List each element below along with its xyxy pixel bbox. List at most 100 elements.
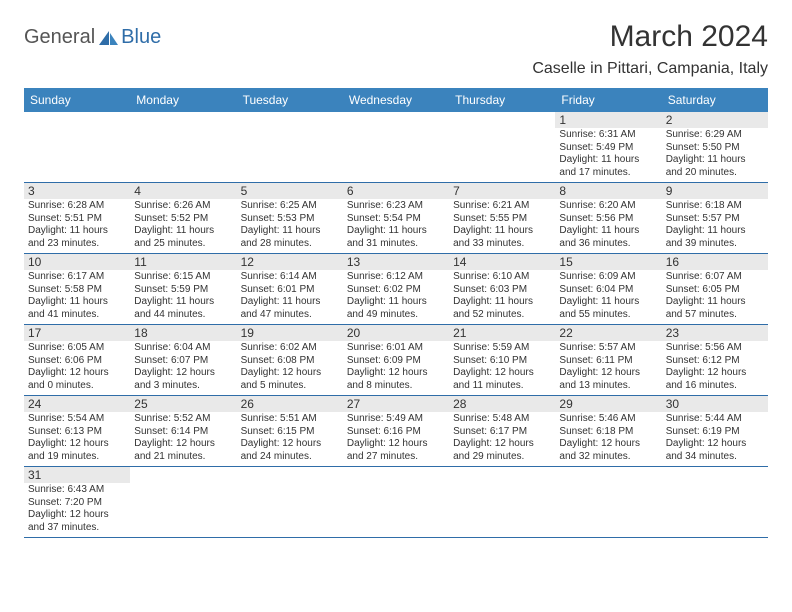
calendar-cell-empty	[662, 467, 768, 538]
calendar-week: 1Sunrise: 6:31 AMSunset: 5:49 PMDaylight…	[24, 112, 768, 183]
calendar-cell: 13Sunrise: 6:12 AMSunset: 6:02 PMDayligh…	[343, 254, 449, 325]
calendar-cell-empty	[343, 467, 449, 538]
day-number: 10	[24, 254, 130, 270]
day-details: Sunrise: 5:54 AMSunset: 6:13 PMDaylight:…	[28, 413, 126, 463]
calendar-cell: 11Sunrise: 6:15 AMSunset: 5:59 PMDayligh…	[130, 254, 236, 325]
day-number	[662, 467, 768, 483]
day-number: 7	[449, 183, 555, 199]
calendar-week: 31Sunrise: 6:43 AMSunset: 7:20 PMDayligh…	[24, 467, 768, 538]
calendar-cell: 15Sunrise: 6:09 AMSunset: 6:04 PMDayligh…	[555, 254, 661, 325]
calendar-cell: 16Sunrise: 6:07 AMSunset: 6:05 PMDayligh…	[662, 254, 768, 325]
calendar-week: 17Sunrise: 6:05 AMSunset: 6:06 PMDayligh…	[24, 325, 768, 396]
day-number: 24	[24, 396, 130, 412]
day-details: Sunrise: 6:18 AMSunset: 5:57 PMDaylight:…	[666, 200, 764, 250]
day-details: Sunrise: 6:31 AMSunset: 5:49 PMDaylight:…	[559, 129, 657, 179]
calendar-cell: 20Sunrise: 6:01 AMSunset: 6:09 PMDayligh…	[343, 325, 449, 396]
calendar-cell: 9Sunrise: 6:18 AMSunset: 5:57 PMDaylight…	[662, 183, 768, 254]
day-number: 4	[130, 183, 236, 199]
day-details: Sunrise: 6:20 AMSunset: 5:56 PMDaylight:…	[559, 200, 657, 250]
day-number: 21	[449, 325, 555, 341]
day-number: 18	[130, 325, 236, 341]
day-details: Sunrise: 6:23 AMSunset: 5:54 PMDaylight:…	[347, 200, 445, 250]
calendar-cell: 28Sunrise: 5:48 AMSunset: 6:17 PMDayligh…	[449, 396, 555, 467]
day-number: 30	[662, 396, 768, 412]
day-number: 16	[662, 254, 768, 270]
calendar-cell-empty	[237, 112, 343, 183]
day-number: 6	[343, 183, 449, 199]
title-block: March 2024 Caselle in Pittari, Campania,…	[532, 20, 768, 78]
day-details: Sunrise: 6:15 AMSunset: 5:59 PMDaylight:…	[134, 271, 232, 321]
day-number: 2	[662, 112, 768, 128]
calendar-cell: 19Sunrise: 6:02 AMSunset: 6:08 PMDayligh…	[237, 325, 343, 396]
calendar-table: SundayMondayTuesdayWednesdayThursdayFrid…	[24, 88, 768, 538]
calendar-cell: 18Sunrise: 6:04 AMSunset: 6:07 PMDayligh…	[130, 325, 236, 396]
calendar-cell: 14Sunrise: 6:10 AMSunset: 6:03 PMDayligh…	[449, 254, 555, 325]
day-number	[555, 467, 661, 483]
calendar-cell: 22Sunrise: 5:57 AMSunset: 6:11 PMDayligh…	[555, 325, 661, 396]
day-number	[130, 112, 236, 128]
day-number	[449, 112, 555, 128]
day-details: Sunrise: 5:49 AMSunset: 6:16 PMDaylight:…	[347, 413, 445, 463]
calendar-cell: 3Sunrise: 6:28 AMSunset: 5:51 PMDaylight…	[24, 183, 130, 254]
calendar-cell-empty	[237, 467, 343, 538]
calendar-week: 3Sunrise: 6:28 AMSunset: 5:51 PMDaylight…	[24, 183, 768, 254]
logo-text-blue: Blue	[121, 26, 161, 49]
dayhead-row: SundayMondayTuesdayWednesdayThursdayFrid…	[24, 88, 768, 112]
day-number: 17	[24, 325, 130, 341]
day-number: 12	[237, 254, 343, 270]
day-details: Sunrise: 6:29 AMSunset: 5:50 PMDaylight:…	[666, 129, 764, 179]
day-details: Sunrise: 6:04 AMSunset: 6:07 PMDaylight:…	[134, 342, 232, 392]
calendar-cell-empty	[130, 467, 236, 538]
day-details: Sunrise: 6:17 AMSunset: 5:58 PMDaylight:…	[28, 271, 126, 321]
day-number	[24, 112, 130, 128]
month-title: March 2024	[532, 20, 768, 54]
logo: General Blue	[24, 26, 161, 49]
day-number: 26	[237, 396, 343, 412]
location-text: Caselle in Pittari, Campania, Italy	[532, 60, 768, 78]
day-details: Sunrise: 6:26 AMSunset: 5:52 PMDaylight:…	[134, 200, 232, 250]
calendar-cell: 31Sunrise: 6:43 AMSunset: 7:20 PMDayligh…	[24, 467, 130, 538]
day-number: 9	[662, 183, 768, 199]
calendar-cell: 26Sunrise: 5:51 AMSunset: 6:15 PMDayligh…	[237, 396, 343, 467]
calendar-cell-empty	[24, 112, 130, 183]
day-number: 19	[237, 325, 343, 341]
dayhead-monday: Monday	[130, 88, 236, 112]
day-number: 28	[449, 396, 555, 412]
calendar-cell: 27Sunrise: 5:49 AMSunset: 6:16 PMDayligh…	[343, 396, 449, 467]
calendar-cell: 6Sunrise: 6:23 AMSunset: 5:54 PMDaylight…	[343, 183, 449, 254]
day-details: Sunrise: 5:48 AMSunset: 6:17 PMDaylight:…	[453, 413, 551, 463]
calendar-cell: 7Sunrise: 6:21 AMSunset: 5:55 PMDaylight…	[449, 183, 555, 254]
day-number: 29	[555, 396, 661, 412]
calendar-cell: 25Sunrise: 5:52 AMSunset: 6:14 PMDayligh…	[130, 396, 236, 467]
page-header: General Blue March 2024 Caselle in Pitta…	[24, 20, 768, 78]
day-details: Sunrise: 6:01 AMSunset: 6:09 PMDaylight:…	[347, 342, 445, 392]
day-number: 11	[130, 254, 236, 270]
calendar-cell-empty	[555, 467, 661, 538]
day-details: Sunrise: 6:05 AMSunset: 6:06 PMDaylight:…	[28, 342, 126, 392]
day-details: Sunrise: 6:25 AMSunset: 5:53 PMDaylight:…	[241, 200, 339, 250]
day-number: 13	[343, 254, 449, 270]
day-number: 3	[24, 183, 130, 199]
day-number	[449, 467, 555, 483]
day-number: 14	[449, 254, 555, 270]
calendar-cell: 30Sunrise: 5:44 AMSunset: 6:19 PMDayligh…	[662, 396, 768, 467]
calendar-cell: 2Sunrise: 6:29 AMSunset: 5:50 PMDaylight…	[662, 112, 768, 183]
day-details: Sunrise: 6:02 AMSunset: 6:08 PMDaylight:…	[241, 342, 339, 392]
day-details: Sunrise: 5:46 AMSunset: 6:18 PMDaylight:…	[559, 413, 657, 463]
dayhead-friday: Friday	[555, 88, 661, 112]
calendar-cell: 8Sunrise: 6:20 AMSunset: 5:56 PMDaylight…	[555, 183, 661, 254]
day-details: Sunrise: 5:56 AMSunset: 6:12 PMDaylight:…	[666, 342, 764, 392]
day-number	[130, 467, 236, 483]
day-number: 8	[555, 183, 661, 199]
calendar-cell-empty	[130, 112, 236, 183]
day-details: Sunrise: 5:44 AMSunset: 6:19 PMDaylight:…	[666, 413, 764, 463]
day-number: 25	[130, 396, 236, 412]
day-details: Sunrise: 6:07 AMSunset: 6:05 PMDaylight:…	[666, 271, 764, 321]
calendar-cell: 12Sunrise: 6:14 AMSunset: 6:01 PMDayligh…	[237, 254, 343, 325]
day-number: 22	[555, 325, 661, 341]
day-number	[343, 112, 449, 128]
day-number: 20	[343, 325, 449, 341]
calendar-week: 24Sunrise: 5:54 AMSunset: 6:13 PMDayligh…	[24, 396, 768, 467]
day-number	[237, 467, 343, 483]
calendar-cell: 24Sunrise: 5:54 AMSunset: 6:13 PMDayligh…	[24, 396, 130, 467]
